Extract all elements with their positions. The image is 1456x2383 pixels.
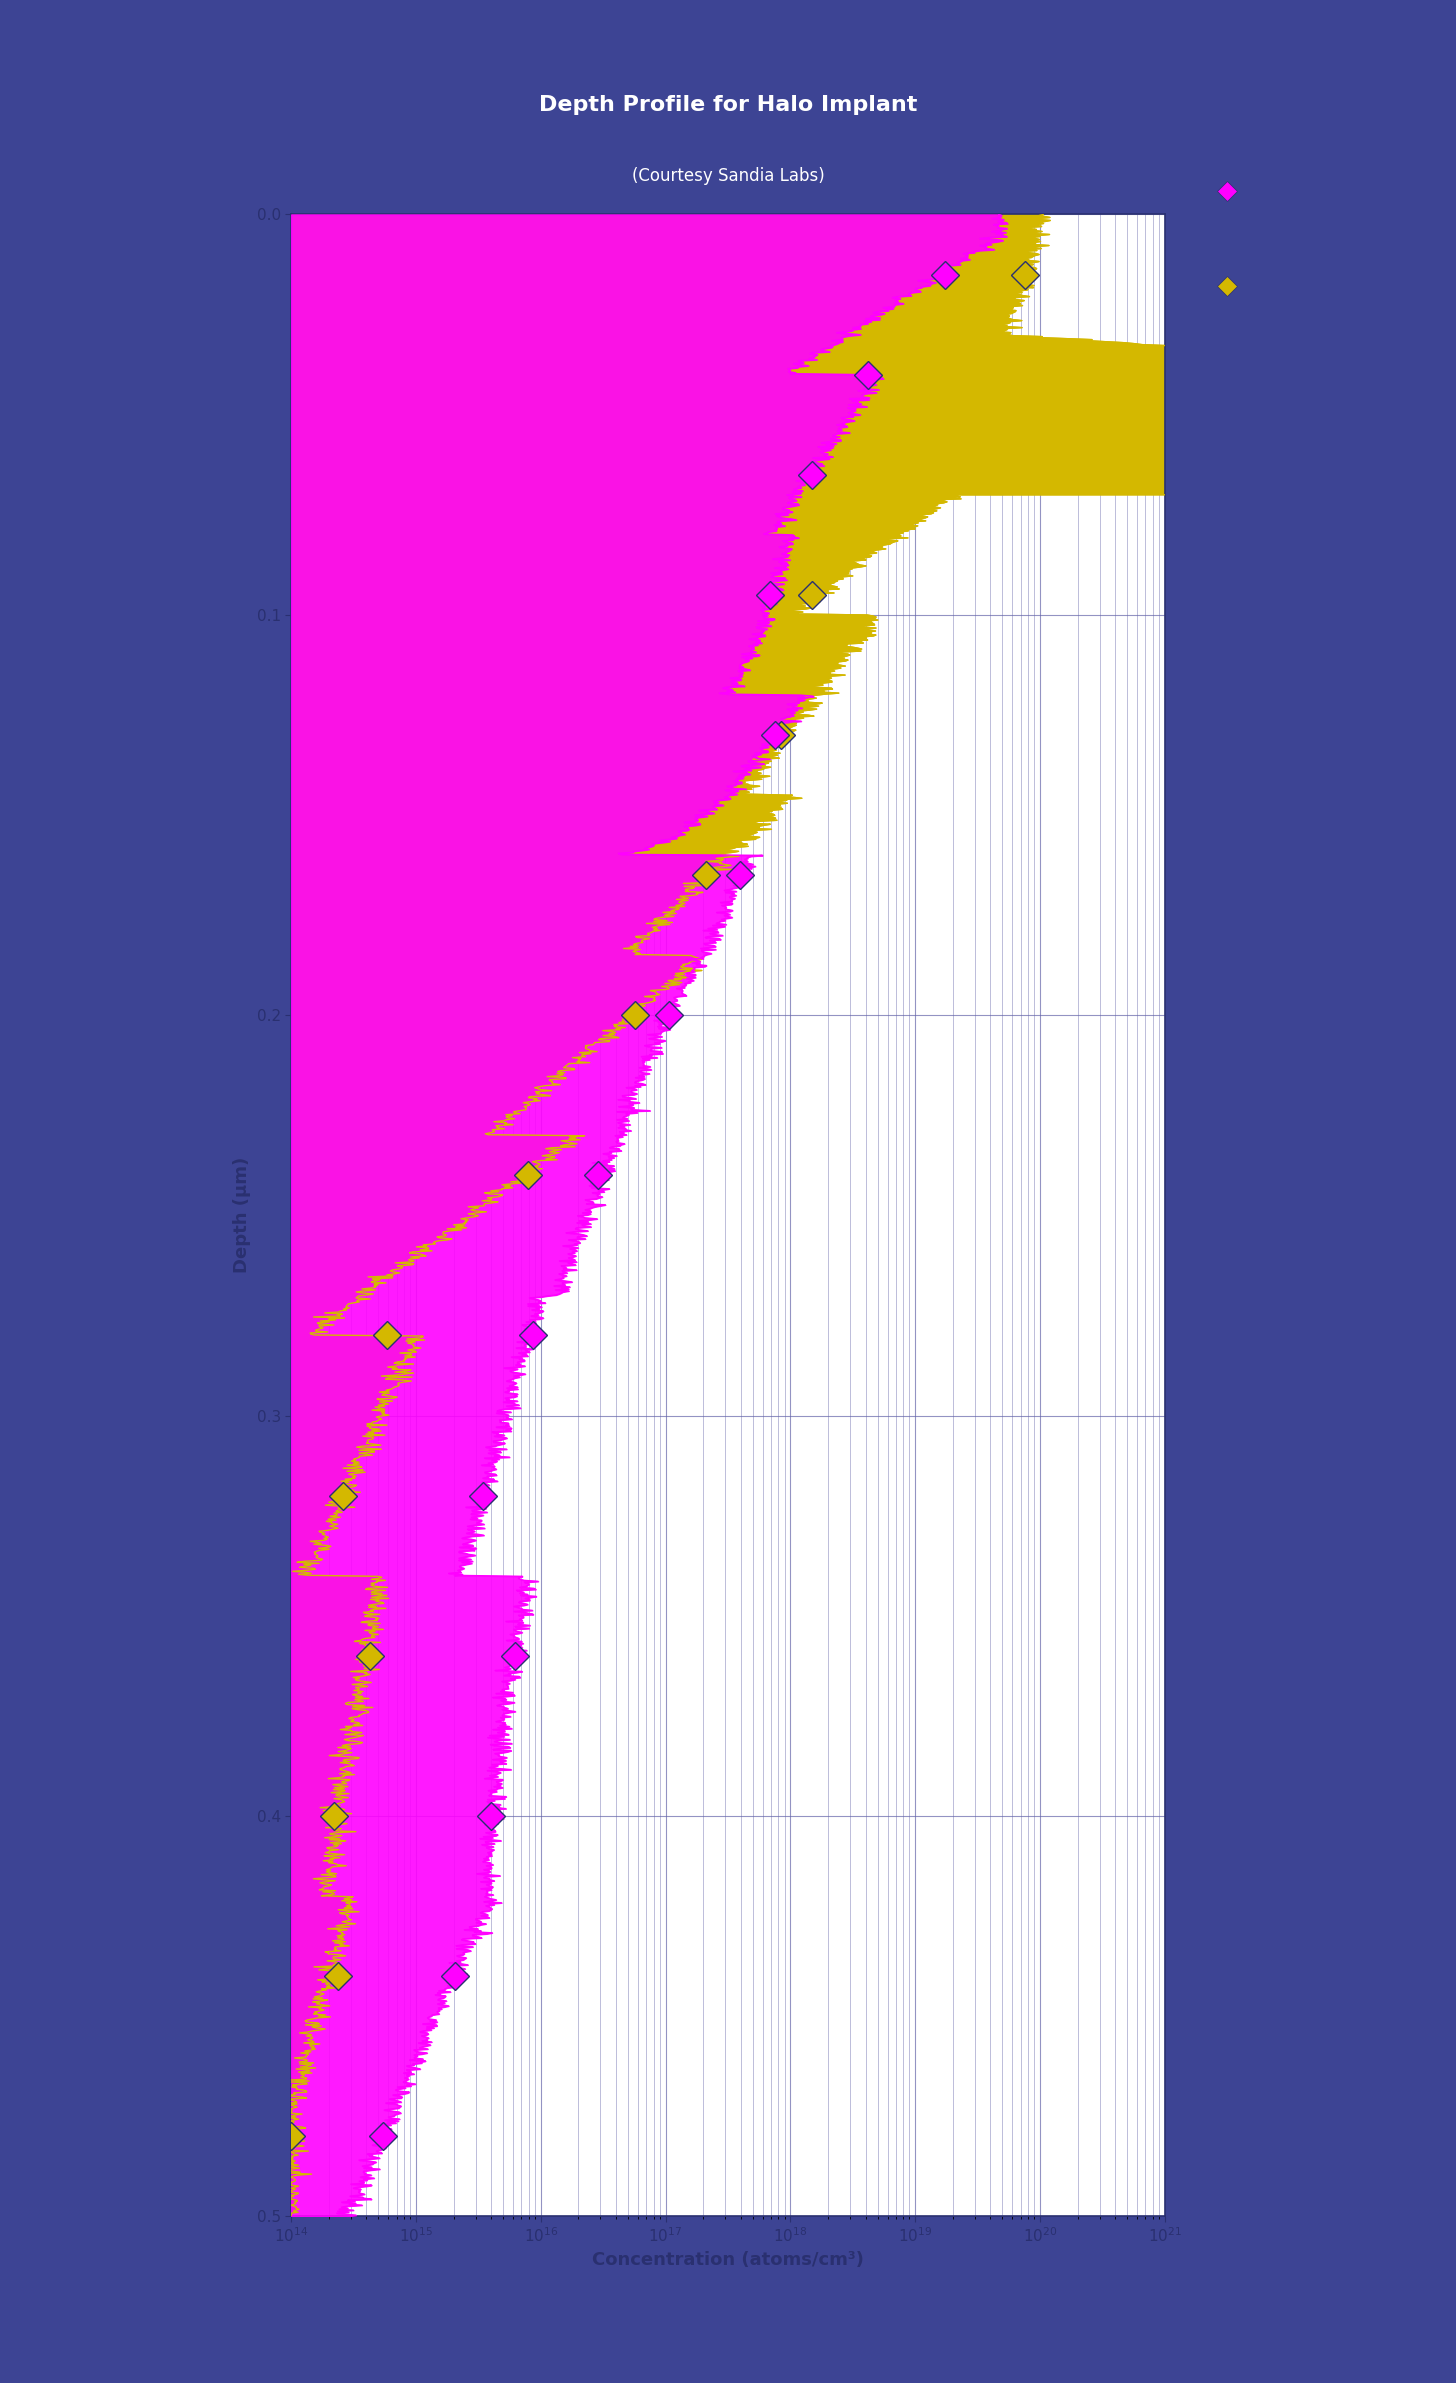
Text: (Courtesy Sandia Labs): (Courtesy Sandia Labs) [632, 167, 824, 186]
Text: Depth Profile for Halo Implant: Depth Profile for Halo Implant [539, 95, 917, 114]
X-axis label: Concentration (atoms/cm³): Concentration (atoms/cm³) [593, 2252, 863, 2269]
Y-axis label: Depth (μm): Depth (μm) [233, 1158, 250, 1273]
